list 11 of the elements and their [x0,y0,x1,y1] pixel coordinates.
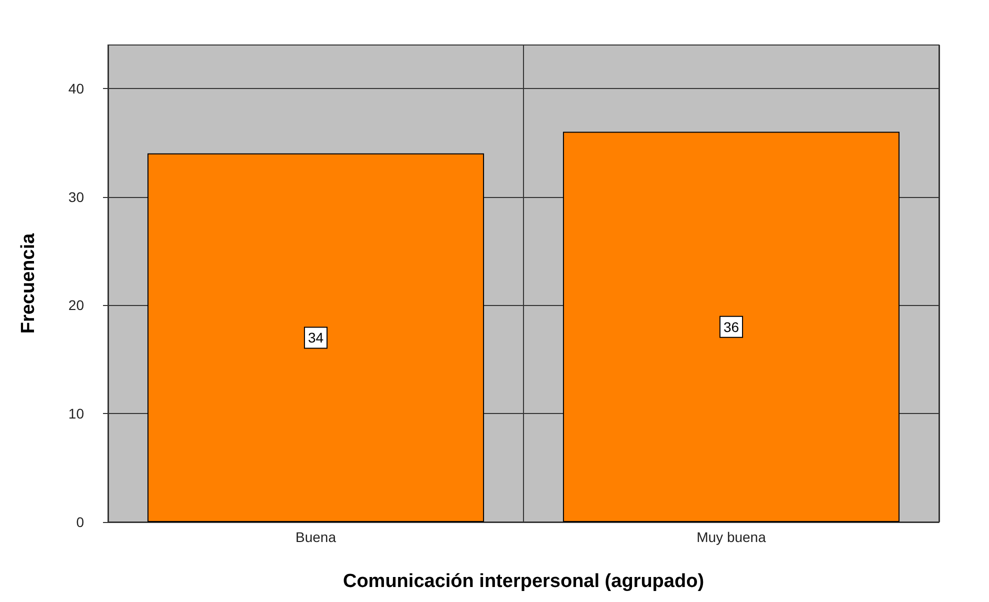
y-tick-label: 30 [68,188,84,205]
data-label: 36 [723,318,740,335]
x-tick-label: Muy buena [696,529,766,545]
x-tick-label: Buena [296,529,336,545]
y-axis-title: Frecuencia [18,232,39,334]
x-axis-title: Comunicación interpersonal (agrupado) [342,571,704,592]
y-tick-label: 0 [76,514,84,530]
y-tick-label: 40 [68,80,84,96]
y-tick-label: 10 [68,406,84,422]
data-label: 34 [308,330,324,346]
y-tick-label: 20 [68,297,84,314]
